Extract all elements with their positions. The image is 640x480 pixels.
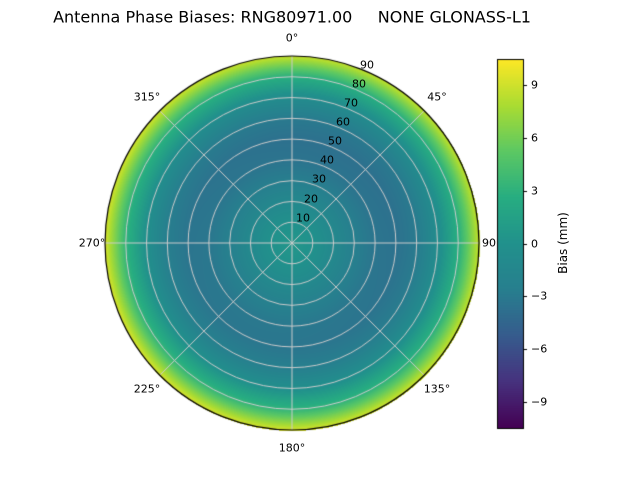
radial-tick-label-50: 50 xyxy=(328,134,342,148)
chart-title: Antenna Phase Biases: RNG80971.00 NONE G… xyxy=(53,7,531,27)
colorbar-tick-label-m9: −9 xyxy=(531,395,548,409)
colorbar-tick-label-3: 3 xyxy=(531,184,538,198)
colorbar-tick-label-9: 9 xyxy=(531,78,538,92)
theta-label-0: 0° xyxy=(285,31,299,45)
colorbar-tick-label-6: 6 xyxy=(531,131,538,145)
radial-tick-label-10: 10 xyxy=(296,211,310,225)
theta-label-90: 90 xyxy=(482,236,496,250)
radial-tick-label-60: 60 xyxy=(336,115,350,129)
colorbar-tick-label-0: 0 xyxy=(531,237,538,251)
radial-tick-label-20: 20 xyxy=(304,192,318,206)
theta-label-135: 135° xyxy=(423,382,451,396)
theta-label-180: 180° xyxy=(278,441,306,455)
theta-label-225: 225° xyxy=(133,382,161,396)
radial-tick-label-40: 40 xyxy=(320,153,334,167)
theta-label-45: 45° xyxy=(427,90,447,104)
colorbar-tick-label-m3: −3 xyxy=(531,289,548,303)
radial-tick-label-80: 80 xyxy=(352,77,366,91)
radial-tick-label-30: 30 xyxy=(312,172,326,186)
theta-label-270: 270° xyxy=(78,236,106,250)
theta-label-315: 315° xyxy=(133,90,161,104)
colorbar-axis-label: Bias (mm) xyxy=(556,212,570,274)
colorbar-tick-label-m6: −6 xyxy=(531,342,548,356)
radial-tick-label-90: 90 xyxy=(360,58,374,72)
radial-tick-label-70: 70 xyxy=(344,96,358,110)
